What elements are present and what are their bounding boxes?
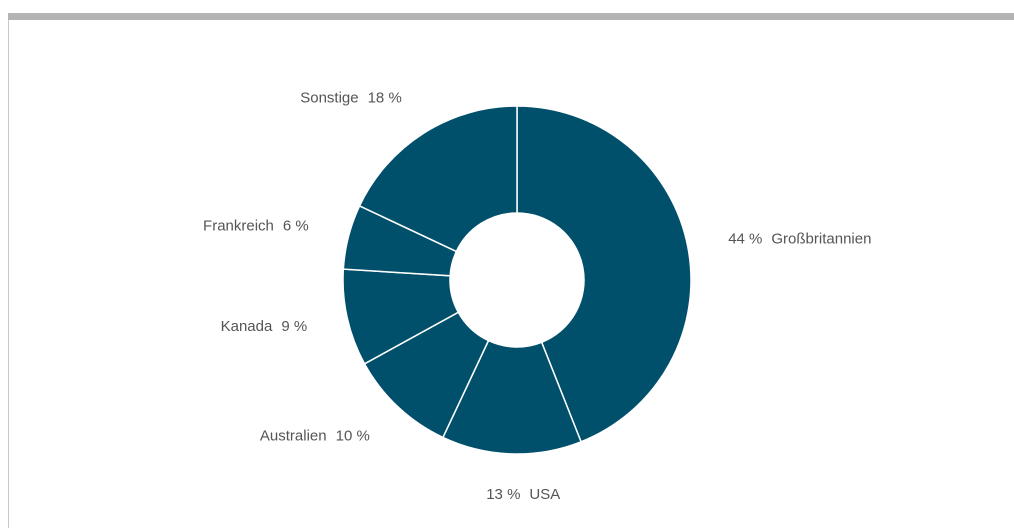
slice-label: 44 % Großbritannien bbox=[728, 231, 871, 248]
slice-label: Kanada 9 % bbox=[221, 318, 308, 335]
value-label: 44 % bbox=[728, 231, 762, 248]
slice-label: Australien 10 % bbox=[260, 428, 370, 445]
left-border bbox=[8, 20, 9, 528]
slice-label: Frankreich 6 % bbox=[203, 218, 309, 235]
category-label: Großbritannien bbox=[771, 231, 871, 248]
value-label: 6 % bbox=[283, 218, 309, 235]
category-label: Kanada bbox=[221, 318, 273, 335]
donut-slice bbox=[358, 105, 518, 253]
value-label: 13 % bbox=[486, 486, 520, 503]
value-label: 9 % bbox=[281, 318, 307, 335]
value-label: 18 % bbox=[368, 89, 402, 106]
category-label: Sonstige bbox=[300, 89, 358, 106]
category-label: Frankreich bbox=[203, 218, 274, 235]
slice-label: Sonstige 18 % bbox=[300, 89, 402, 106]
slice-label: 13 % USA bbox=[486, 486, 560, 503]
category-label: Australien bbox=[260, 428, 327, 445]
top-bar bbox=[8, 13, 1014, 20]
value-label: 10 % bbox=[336, 428, 370, 445]
donut-slice bbox=[516, 105, 692, 443]
category-label: USA bbox=[529, 486, 560, 503]
